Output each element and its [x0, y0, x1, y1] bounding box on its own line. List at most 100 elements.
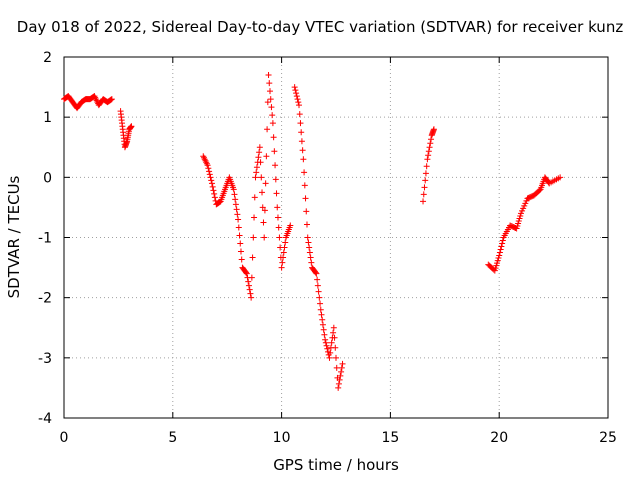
data-point [338, 368, 345, 375]
data-point [269, 120, 276, 127]
data-point [315, 288, 322, 295]
data-point [231, 191, 238, 198]
data-point [252, 174, 259, 181]
data-point [211, 194, 218, 201]
data-point [273, 190, 280, 197]
data-point [499, 240, 506, 247]
data-point [294, 96, 301, 103]
x-tick-labels: 0 5 10 15 20 25 [60, 430, 617, 446]
data-point [557, 174, 564, 181]
data-point [275, 224, 282, 231]
data-point [208, 180, 215, 187]
data-point [236, 232, 243, 239]
data-point [268, 104, 275, 111]
data-point [320, 326, 327, 333]
data-point [266, 80, 273, 87]
data-point [261, 207, 268, 214]
data-point [513, 225, 520, 232]
data-point [128, 123, 135, 130]
data-point [305, 239, 312, 246]
data-point [312, 269, 319, 276]
data-point [206, 168, 213, 175]
data-point [306, 249, 313, 256]
data-point [261, 234, 268, 241]
data-point [319, 321, 326, 328]
data-point [291, 84, 298, 91]
data-point [265, 72, 272, 79]
data-point [204, 162, 211, 169]
data-point [264, 99, 271, 106]
data-point [306, 244, 313, 251]
data-point [300, 156, 307, 163]
data-point [278, 264, 285, 271]
data-point [496, 249, 503, 256]
data-point [495, 255, 502, 262]
data-point [303, 208, 310, 215]
data-point [249, 254, 256, 261]
data-point [271, 148, 278, 155]
data-point [280, 254, 287, 261]
data-point [425, 148, 432, 155]
y-tick-label: -3 [38, 351, 52, 367]
data-point [515, 220, 522, 227]
data-point [276, 234, 283, 241]
data-point [301, 169, 308, 176]
data-point [235, 216, 242, 223]
data-point [247, 290, 254, 297]
data-point [266, 88, 273, 95]
data-point [317, 306, 324, 313]
data-point [216, 198, 223, 205]
data-point [321, 331, 328, 338]
y-tick-label: -4 [38, 411, 52, 427]
x-axis-label: GPS time / hours [273, 456, 399, 474]
data-point [270, 134, 277, 141]
data-point [257, 159, 264, 166]
data-point [520, 205, 527, 212]
data-point [491, 267, 498, 274]
data-point [337, 372, 344, 379]
data-point [250, 234, 257, 241]
data-point [302, 195, 309, 202]
data-point [238, 256, 245, 263]
data-point [243, 270, 250, 277]
data-point [272, 162, 279, 169]
data-point [426, 144, 433, 151]
data-point [522, 200, 529, 207]
data-point [282, 239, 289, 246]
data-point [234, 211, 241, 218]
data-point [232, 196, 239, 203]
data-point [293, 93, 300, 100]
data-point [424, 156, 431, 163]
data-point [237, 240, 244, 247]
data-point [287, 222, 294, 229]
data-point [308, 259, 315, 266]
data-point [281, 244, 288, 251]
data-point [420, 198, 427, 205]
data-point [301, 182, 308, 189]
x-tick-label: 25 [599, 430, 617, 446]
data-point [280, 249, 287, 256]
data-point [108, 96, 115, 103]
data-point [255, 154, 262, 161]
data-point [427, 140, 434, 147]
data-point [517, 210, 524, 217]
data-point [330, 324, 337, 331]
data-point [494, 260, 501, 267]
data-point [422, 170, 429, 177]
data-point [422, 177, 429, 184]
data-point [536, 187, 543, 194]
data-point [256, 144, 263, 151]
data-point [516, 215, 523, 222]
data-point [324, 345, 331, 352]
data-point [256, 149, 263, 156]
data-point [296, 111, 303, 118]
data-point [107, 97, 114, 104]
data-point [245, 282, 252, 289]
data-point [274, 204, 281, 211]
data-point [299, 147, 306, 154]
y-tick-label: -2 [38, 291, 52, 307]
data-point [425, 152, 432, 159]
data-point [293, 90, 300, 97]
data-point [237, 248, 244, 255]
data-point [332, 344, 339, 351]
